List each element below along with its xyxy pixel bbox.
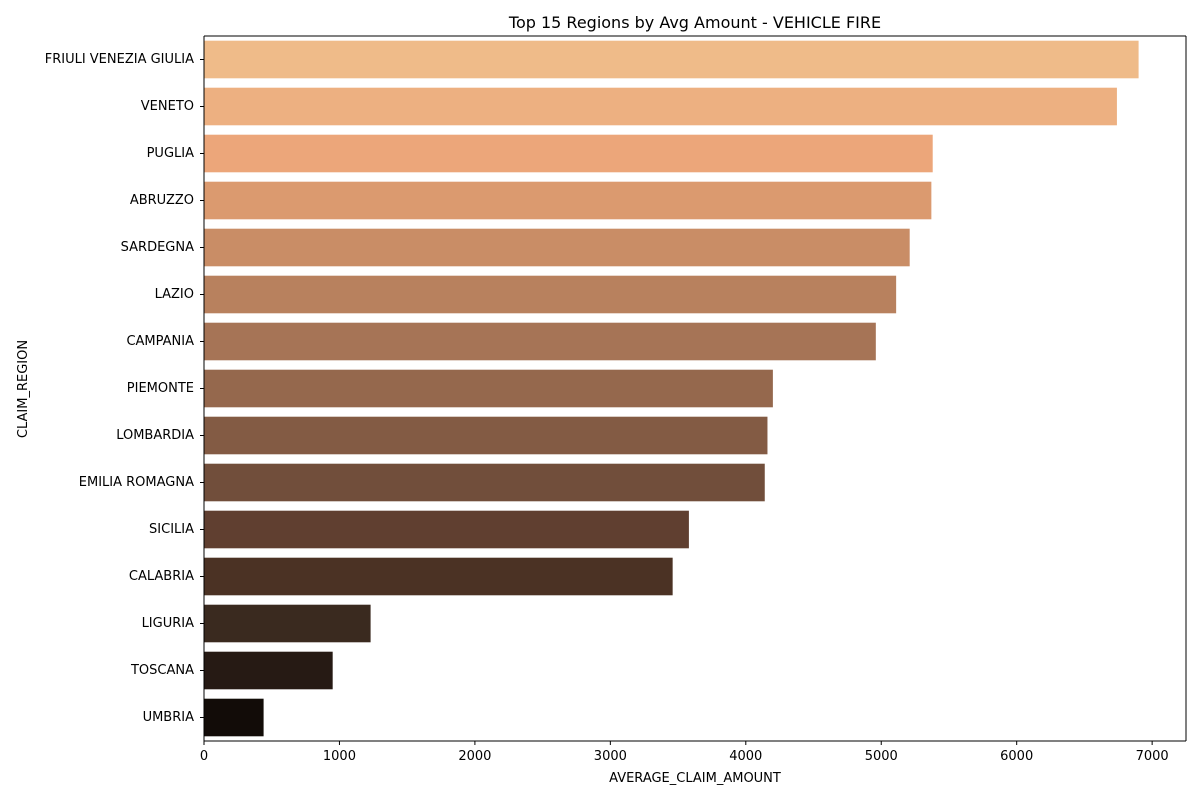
bar: [204, 416, 768, 455]
x-tick-label: 6000: [1000, 749, 1033, 764]
bar: [204, 698, 264, 737]
bar: [204, 463, 765, 502]
x-tick-label: 1000: [323, 749, 356, 764]
x-axis-label: AVERAGE_CLAIM_AMOUNT: [609, 771, 781, 786]
y-tick-label: CAMPANIA: [126, 334, 194, 349]
x-tick-label: 2000: [458, 749, 491, 764]
y-tick-label: PUGLIA: [147, 146, 195, 161]
y-tick-label: VENETO: [141, 99, 194, 114]
y-tick-label: UMBRIA: [143, 710, 195, 725]
y-tick-label: PIEMONTE: [127, 381, 194, 396]
bar: [204, 134, 933, 173]
y-tick-label: LOMBARDIA: [116, 428, 194, 443]
y-tick-labels: FRIULI VENEZIA GIULIA VENETO PUGLIA ABRUZZO…: [45, 52, 204, 725]
y-tick-label: LAZIO: [155, 287, 194, 302]
x-tick-label: 0: [200, 749, 208, 764]
bar: [204, 275, 897, 314]
x-tick-label: 5000: [865, 749, 898, 764]
bar: [204, 557, 673, 596]
x-tick-label: 7000: [1136, 749, 1169, 764]
bar: [204, 604, 371, 643]
bar: [204, 87, 1117, 126]
y-tick-label: TOSCANA: [130, 663, 194, 678]
y-tick-label: EMILIA ROMAGNA: [79, 475, 194, 490]
y-tick-label: SICILIA: [149, 522, 194, 537]
chart-title: Top 15 Regions by Avg Amount - VEHICLE F…: [508, 13, 881, 32]
x-tick-label: 3000: [594, 749, 627, 764]
x-tick-label: 4000: [729, 749, 762, 764]
y-tick-label: LIGURIA: [142, 616, 195, 631]
x-ticks: 0 1000 2000 3000 4000 5000 6000 7000: [200, 741, 1169, 764]
bar: [204, 322, 876, 361]
bar: [204, 510, 689, 549]
y-tick-label: SARDEGNA: [121, 240, 194, 255]
bar: [204, 40, 1139, 79]
bar: [204, 181, 932, 220]
y-axis-label: CLAIM_REGION: [16, 340, 31, 438]
bars-group: [204, 40, 1139, 737]
bar: [204, 369, 773, 408]
bar: [204, 228, 910, 267]
y-tick-label: CALABRIA: [129, 569, 194, 584]
y-tick-label: FRIULI VENEZIA GIULIA: [45, 52, 194, 67]
bar: [204, 651, 333, 690]
y-tick-label: ABRUZZO: [130, 193, 194, 208]
